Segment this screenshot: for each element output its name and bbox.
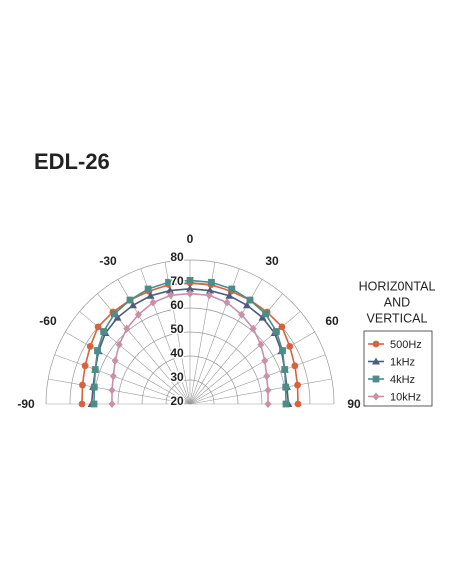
data-point xyxy=(263,372,271,381)
data-point xyxy=(90,383,98,391)
data-point xyxy=(146,291,155,299)
grid-spoke xyxy=(189,354,326,405)
theta-tick-label: -60 xyxy=(39,314,57,328)
data-point xyxy=(94,323,102,331)
data-point xyxy=(78,400,86,408)
data-point xyxy=(167,291,175,300)
data-point xyxy=(111,310,118,318)
data-point xyxy=(246,296,254,304)
grid-spoke xyxy=(189,331,315,405)
data-point xyxy=(282,383,290,391)
grid-spoke xyxy=(189,378,332,405)
r-tick-label: 80 xyxy=(170,250,184,264)
data-point xyxy=(257,340,265,349)
data-point xyxy=(126,296,134,304)
data-point xyxy=(286,343,294,350)
legend-label: 500Hz xyxy=(390,339,422,351)
data-point xyxy=(264,386,272,395)
chart-title: EDL-26 xyxy=(34,149,110,174)
data-point xyxy=(165,286,174,294)
legend-title: AND xyxy=(384,295,410,309)
legend-marker xyxy=(372,375,380,383)
legend-marker xyxy=(372,392,380,401)
theta-tick-label: 60 xyxy=(325,314,339,328)
legend-label: 4kHz xyxy=(390,374,415,386)
data-point xyxy=(279,347,286,354)
data-point xyxy=(165,278,172,286)
grid-spoke xyxy=(65,331,191,405)
data-point xyxy=(261,356,269,365)
theta-tick-label: 30 xyxy=(265,254,279,268)
data-point xyxy=(294,400,302,408)
data-point xyxy=(115,340,123,349)
legend-label: 1kHz xyxy=(390,356,415,368)
data-point xyxy=(144,285,152,293)
legend-label: 10kHz xyxy=(390,391,421,403)
data-point xyxy=(186,277,194,284)
data-point xyxy=(223,298,231,307)
r-tick-label: 20 xyxy=(170,394,184,408)
data-point xyxy=(186,284,194,292)
theta-tick-label: -30 xyxy=(99,254,117,268)
data-point xyxy=(281,366,289,373)
legend-marker xyxy=(372,357,380,365)
legend-title: HORIZ0NTAL xyxy=(359,279,436,293)
data-point xyxy=(108,386,116,395)
data-point xyxy=(243,301,251,309)
data-point xyxy=(79,381,86,389)
theta-tick-label: -90 xyxy=(17,397,35,411)
data-point xyxy=(273,328,280,335)
data-point xyxy=(249,324,257,333)
data-point xyxy=(91,366,99,373)
data-point xyxy=(108,400,116,408)
data-point xyxy=(123,324,131,333)
r-tick-label: 70 xyxy=(170,274,184,288)
legend-marker xyxy=(372,340,380,348)
theta-tick-label: 0 xyxy=(187,232,194,246)
data-point xyxy=(149,298,157,307)
data-point xyxy=(262,310,269,318)
grid-spoke xyxy=(54,354,191,405)
data-point xyxy=(291,362,299,370)
data-point xyxy=(90,400,98,408)
data-point xyxy=(238,310,246,319)
data-point xyxy=(100,328,107,335)
data-point xyxy=(282,400,290,408)
data-point xyxy=(86,343,94,350)
data-point xyxy=(205,291,213,300)
data-point xyxy=(228,285,236,293)
data-point xyxy=(225,291,234,299)
data-point xyxy=(81,362,89,370)
data-point xyxy=(134,310,142,319)
data-point xyxy=(109,372,117,381)
data-point xyxy=(208,278,215,286)
data-point xyxy=(129,301,137,309)
data-point xyxy=(206,286,215,294)
data-point xyxy=(94,347,101,354)
data-point xyxy=(186,289,194,298)
data-point xyxy=(111,356,119,365)
data-point xyxy=(264,400,272,408)
data-point xyxy=(278,323,286,331)
r-tick-label: 60 xyxy=(170,298,184,312)
theta-tick-label: 90 xyxy=(347,397,361,411)
legend-title: VERTICAL xyxy=(367,311,428,325)
grid-spoke xyxy=(48,378,191,405)
data-point xyxy=(294,381,301,389)
r-tick-label: 40 xyxy=(170,346,184,360)
r-tick-label: 30 xyxy=(170,370,184,384)
r-tick-label: 50 xyxy=(170,322,184,336)
